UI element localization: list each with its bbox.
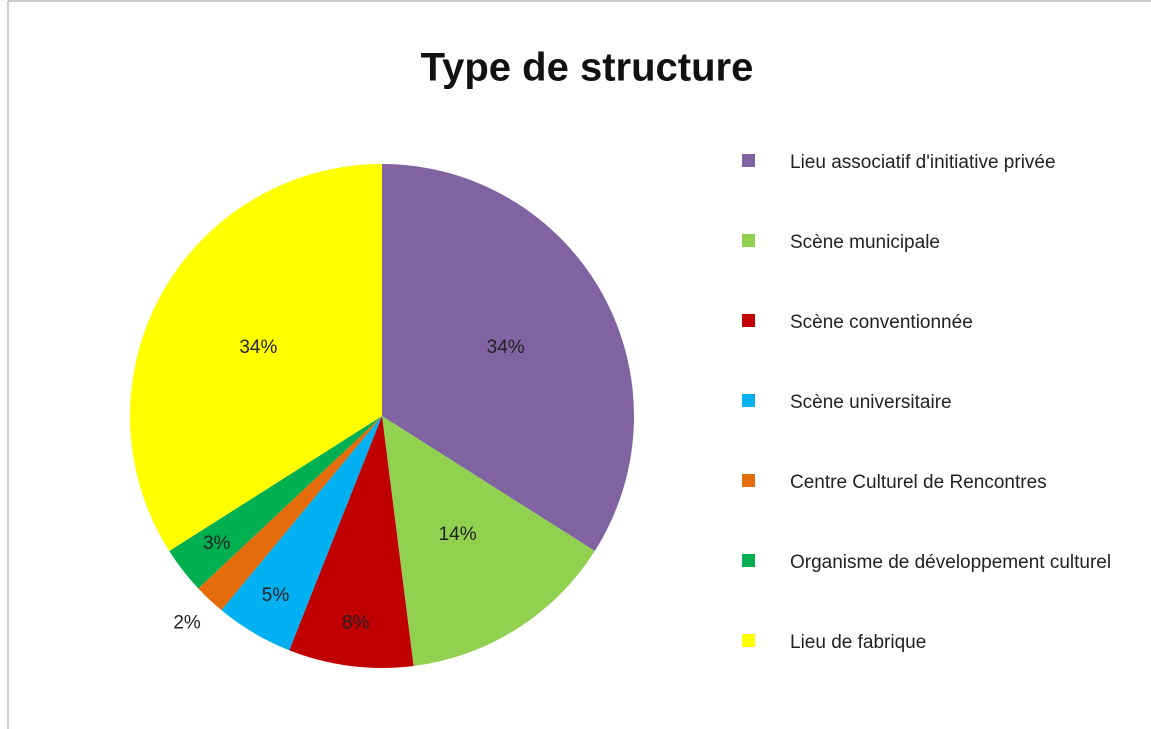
pie-slice [382,416,595,667]
pie-slice [289,416,414,668]
data-label: 3% [203,533,231,554]
legend-label: Lieu associatif d'initiative privée [790,152,1056,173]
legend-item: Organisme de développement culturel [742,540,1142,620]
data-label: 5% [262,585,290,606]
legend-swatch [742,314,755,327]
legend-item: Scène universitaire [742,380,1142,460]
legend-label: Scène conventionnée [790,312,973,333]
legend-swatch [742,474,755,487]
data-label: 34% [487,337,525,358]
legend: Lieu associatif d'initiative privée Scène… [742,140,1142,700]
legend-item: Scène municipale [742,220,1142,300]
data-label: 8% [342,613,370,634]
legend-swatch [742,554,755,567]
legend-item: Lieu associatif d'initiative privée [742,140,1142,220]
data-label: 14% [439,524,477,545]
data-label: 2% [173,613,201,634]
legend-label: Lieu de fabrique [790,632,927,653]
legend-swatch [742,634,755,647]
legend-item: Lieu de fabrique [742,620,1142,700]
pie-slice [382,164,635,552]
legend-label: Scène municipale [790,232,940,253]
legend-swatch [742,394,755,407]
legend-swatch [742,234,755,247]
pie-slice [221,416,382,651]
legend-label: Organisme de développement culturel [790,552,1112,573]
legend-item: Centre Culturel de Rencontres [742,460,1142,540]
legend-swatch [742,154,755,167]
legend-label: Centre Culturel de Rencontres [790,472,1047,493]
pie-slice [130,164,382,552]
chart-title: Type de structure [421,46,754,90]
legend-label: Scène universitaire [790,392,952,413]
data-label: 34% [239,337,277,358]
legend-item: Scène conventionnée [742,300,1142,380]
pie-slice [169,416,382,589]
pie-slice [198,416,382,611]
